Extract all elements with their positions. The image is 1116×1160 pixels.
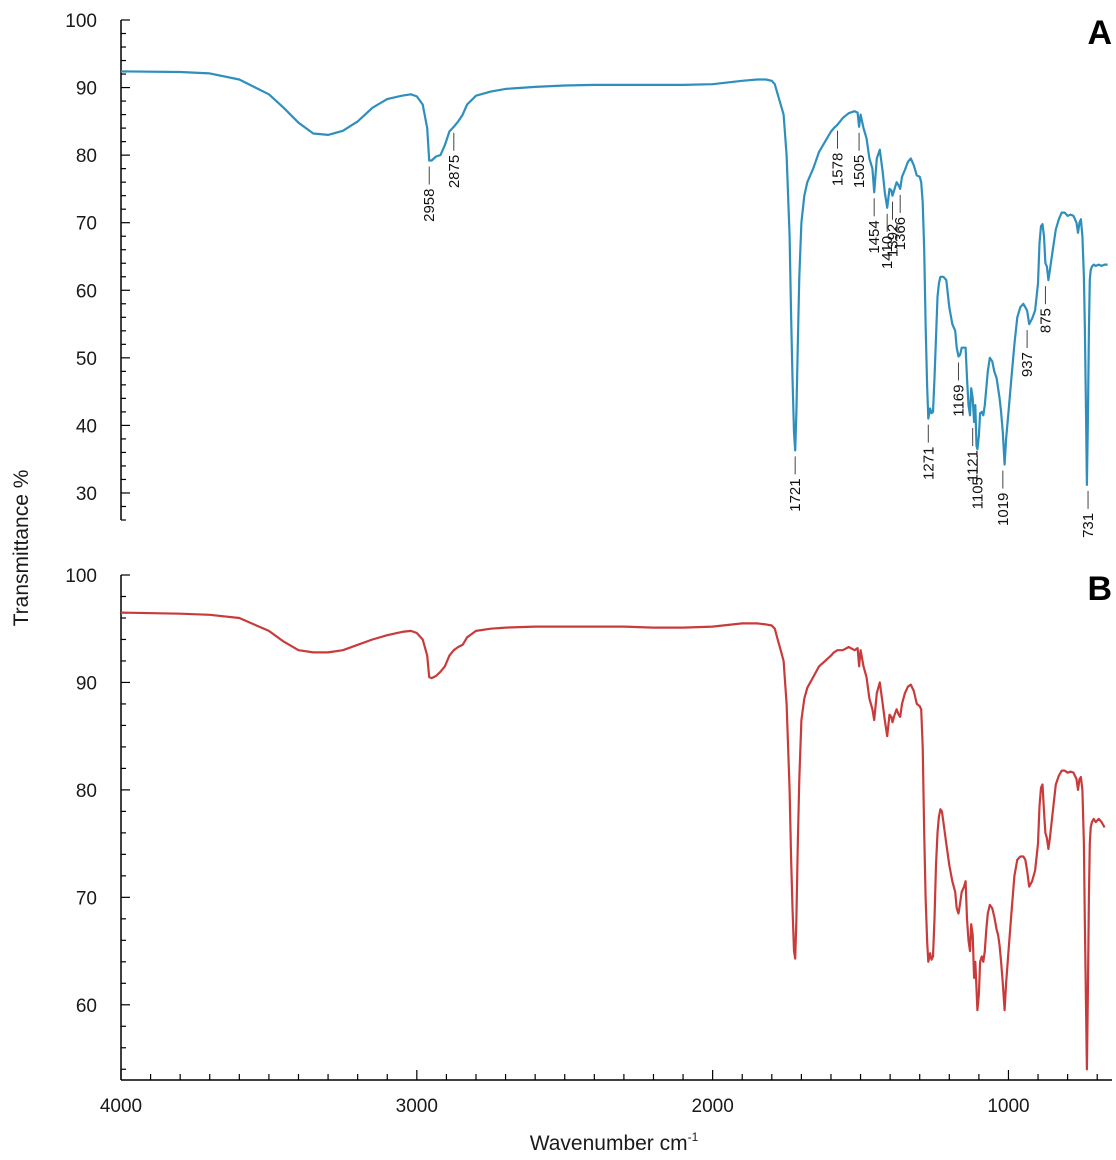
panel-a-y-tick-label: 100	[65, 11, 97, 32]
panel-a-y-tick-label: 50	[76, 349, 97, 370]
peak-label: 731	[1080, 513, 1097, 538]
peak-label: 937	[1019, 352, 1036, 377]
x-tick-label: 4000	[100, 1096, 142, 1117]
panel-a-y-tick-label: 90	[76, 79, 97, 100]
peak-label: 1169	[951, 385, 968, 417]
panel-a-y-tick-label: 80	[76, 146, 97, 167]
x-tick-label: 2000	[692, 1096, 734, 1117]
peak-label: 1578	[830, 153, 847, 186]
peak-label: 1019	[995, 493, 1012, 526]
panel-b-y-tick-label: 60	[76, 996, 97, 1017]
peak-label: 1392	[885, 224, 902, 257]
panel-b-letter: B	[1087, 570, 1112, 608]
panel-a-y-tick-label: 60	[76, 281, 97, 302]
spectrum-line-a	[120, 70, 1108, 486]
x-axis-label: Wavenumber cm-1	[530, 1130, 699, 1155]
peak-label: 1505	[851, 155, 868, 188]
spectrum-line-b	[120, 611, 1106, 1071]
peak-label: 2875	[446, 155, 463, 188]
peak-label: 1410	[879, 236, 896, 269]
panel-b-y-tick-label: 80	[76, 781, 97, 802]
panel-a-y-tick-label: 30	[76, 484, 97, 505]
panel-b-y-ticks: 60 70 80 90 100	[65, 566, 130, 1070]
x-tick-label: 3000	[396, 1096, 438, 1117]
peak-label: 2958	[421, 189, 438, 222]
peak-label: 1721	[787, 478, 804, 511]
x-tick-label: 1000	[987, 1096, 1029, 1117]
x-axis-ticks: 4000 3000 2000 1000	[100, 1070, 1098, 1117]
panel-b: 60 70 80 90 100 B	[65, 566, 1112, 1080]
panel-a-y-ticks: 30 40 50 60 70 80 90 100	[65, 11, 130, 521]
peak-label: 1105	[969, 477, 986, 509]
peak-label: 875	[1037, 308, 1054, 333]
x-axis: 4000 3000 2000 1000	[100, 1070, 1112, 1117]
peak-label: 1271	[920, 447, 937, 480]
panel-b-y-tick-label: 90	[76, 673, 97, 694]
panel-a: 30 40 50 60 70 80 90 100 A 2958 2875 1721 1578 1505…	[65, 11, 1112, 538]
peak-label: 1366	[892, 217, 909, 250]
panel-b-y-tick-label: 70	[76, 888, 97, 909]
panel-a-letter: A	[1087, 14, 1112, 52]
peak-label: 1454	[866, 220, 883, 253]
panel-a-y-tick-label: 40	[76, 416, 97, 437]
y-axis-label: Transmittance %	[10, 470, 33, 627]
panel-b-y-tick-label: 100	[65, 566, 97, 587]
panel-a-y-tick-label: 70	[76, 214, 97, 235]
